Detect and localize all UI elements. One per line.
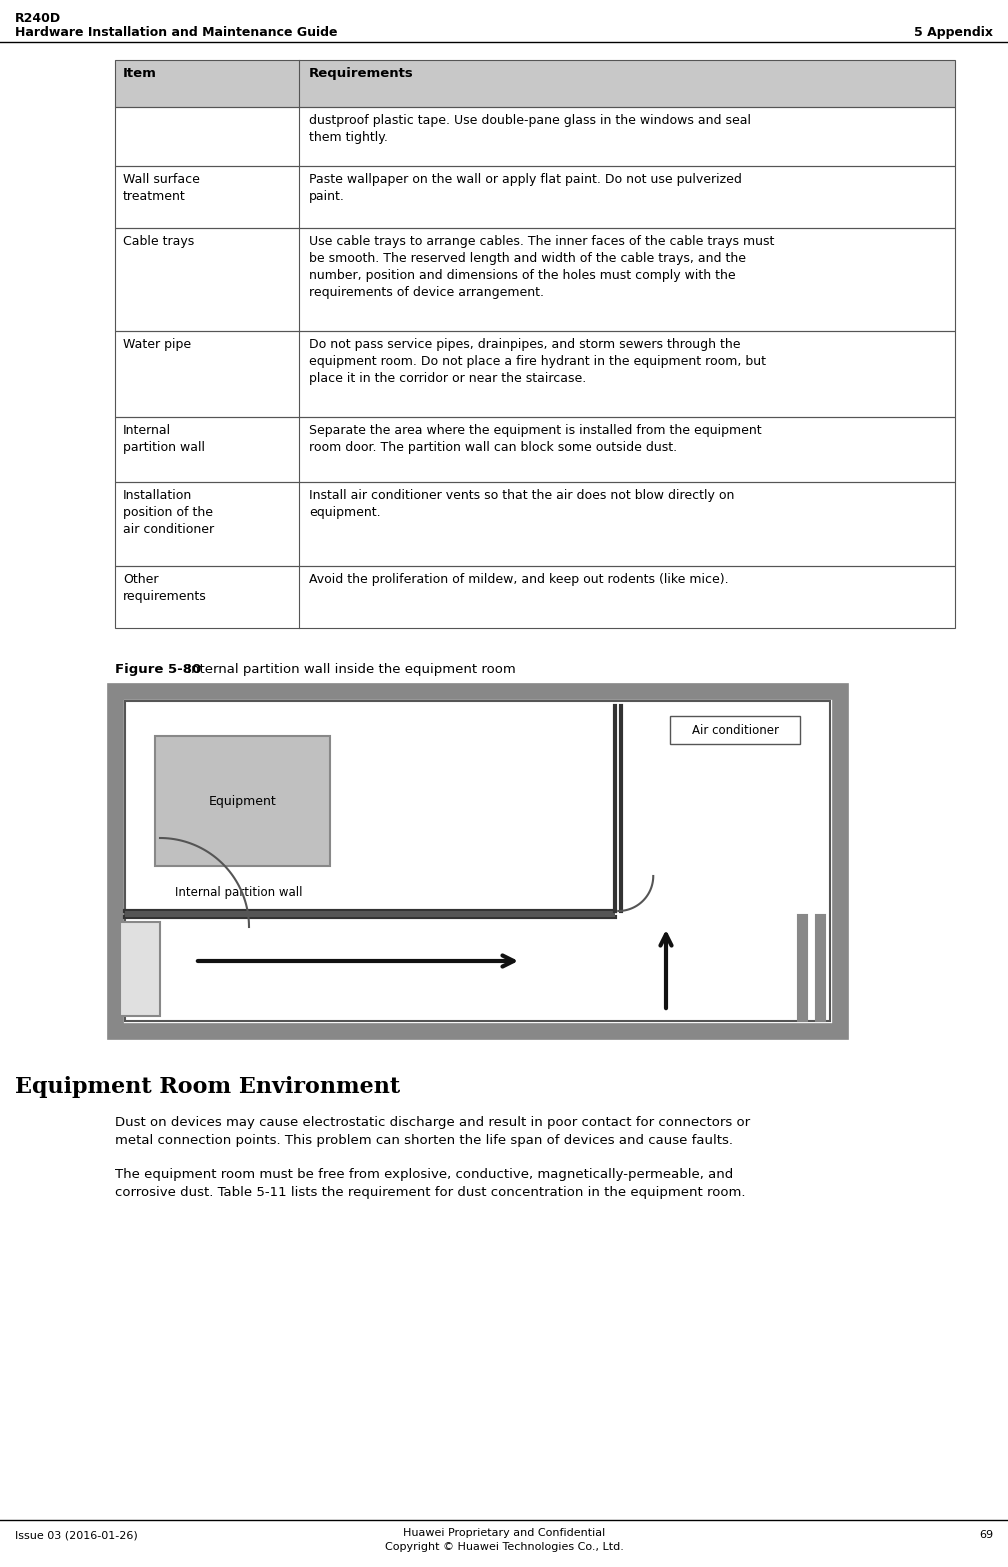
- Bar: [115, 483, 955, 566]
- Text: Internal
partition wall: Internal partition wall: [123, 425, 205, 454]
- Bar: [120, 921, 160, 1015]
- Text: Internal partition wall inside the equipment room: Internal partition wall inside the equip…: [183, 663, 516, 675]
- Text: Water pipe: Water pipe: [123, 338, 192, 351]
- Bar: [115, 107, 955, 166]
- Text: Installation
position of the
air conditioner: Installation position of the air conditi…: [123, 489, 214, 536]
- Bar: [115, 331, 955, 417]
- Text: Wall surface
treatment: Wall surface treatment: [123, 172, 200, 204]
- Text: Huawei Proprietary and Confidential: Huawei Proprietary and Confidential: [403, 1528, 605, 1537]
- Bar: [115, 107, 955, 166]
- Text: Paste wallpaper on the wall or apply flat paint. Do not use pulverized
paint.: Paste wallpaper on the wall or apply fla…: [309, 172, 742, 204]
- Text: Air conditioner: Air conditioner: [691, 724, 778, 736]
- Text: Cable trays: Cable trays: [123, 235, 195, 248]
- Text: The equipment room must be free from explosive, conductive, magnetically-permeab: The equipment room must be free from exp…: [115, 1167, 746, 1199]
- Text: Hardware Installation and Maintenance Guide: Hardware Installation and Maintenance Gu…: [15, 27, 338, 39]
- Bar: [115, 60, 955, 107]
- Text: 69: 69: [979, 1529, 993, 1540]
- Text: Requirements: Requirements: [309, 67, 413, 80]
- Text: Dust on devices may cause electrostatic discharge and result in poor contact for: Dust on devices may cause electrostatic …: [115, 1116, 750, 1147]
- Text: 5 Appendix: 5 Appendix: [914, 27, 993, 39]
- Bar: [115, 166, 955, 229]
- Bar: [115, 229, 955, 331]
- Bar: [125, 700, 830, 1022]
- Bar: [115, 566, 955, 628]
- Bar: [670, 716, 800, 744]
- Bar: [115, 166, 955, 229]
- Text: Copyright © Huawei Technologies Co., Ltd.: Copyright © Huawei Technologies Co., Ltd…: [385, 1542, 623, 1551]
- Text: Do not pass service pipes, drainpipes, and storm sewers through the
equipment ro: Do not pass service pipes, drainpipes, a…: [309, 338, 766, 385]
- Text: Avoid the proliferation of mildew, and keep out rodents (like mice).: Avoid the proliferation of mildew, and k…: [309, 574, 729, 586]
- Text: Figure 5-80: Figure 5-80: [115, 663, 202, 675]
- Text: dustproof plastic tape. Use double-pane glass in the windows and seal
them tight: dustproof plastic tape. Use double-pane …: [309, 114, 751, 144]
- Text: Separate the area where the equipment is installed from the equipment
room door.: Separate the area where the equipment is…: [309, 425, 762, 454]
- Text: Issue 03 (2016-01-26): Issue 03 (2016-01-26): [15, 1529, 138, 1540]
- Bar: [115, 331, 955, 417]
- Text: R240D: R240D: [15, 13, 61, 25]
- Bar: [125, 910, 615, 917]
- Bar: [115, 60, 955, 107]
- Text: Item: Item: [123, 67, 157, 80]
- Text: Use cable trays to arrange cables. The inner faces of the cable trays must
be sm: Use cable trays to arrange cables. The i…: [309, 235, 774, 299]
- Bar: [115, 417, 955, 483]
- Text: Equipment Room Environment: Equipment Room Environment: [15, 1077, 400, 1098]
- Text: Other
requirements: Other requirements: [123, 574, 207, 603]
- Text: Equipment: Equipment: [209, 794, 276, 807]
- Bar: [115, 483, 955, 566]
- Bar: [115, 691, 840, 1031]
- Text: Install air conditioner vents so that the air does not blow directly on
equipmen: Install air conditioner vents so that th…: [309, 489, 735, 519]
- Bar: [115, 566, 955, 628]
- Bar: [115, 229, 955, 331]
- Text: Internal partition wall: Internal partition wall: [175, 885, 302, 899]
- Bar: [155, 736, 330, 867]
- Bar: [115, 417, 955, 483]
